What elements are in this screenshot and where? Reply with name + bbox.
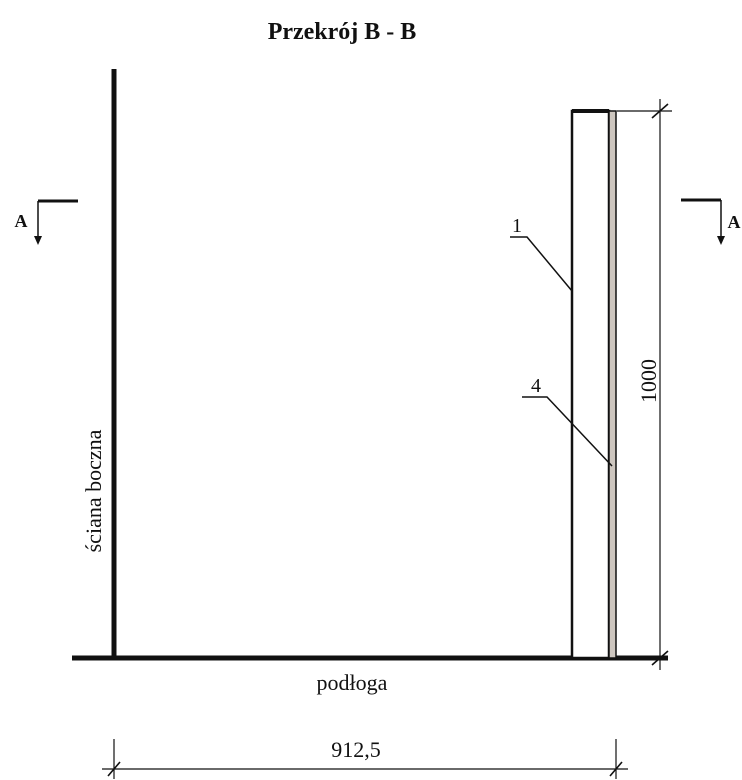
panel-element-1: [570, 109, 611, 660]
width-dimension: [102, 739, 628, 779]
floor-label: podłoga: [317, 670, 388, 695]
section-marker-left: [34, 199, 78, 245]
width-dimension-value: 912,5: [331, 737, 381, 762]
section-marker-right-letter: A: [728, 212, 741, 232]
section-marker-left-letter: A: [15, 211, 28, 231]
layer-element-4: [608, 110, 617, 659]
height-dimension-value: 1000: [636, 359, 661, 403]
callout-4-leader: [522, 396, 613, 467]
drawing-title: Przekrój B - B: [268, 19, 417, 45]
callout-1-leader: [510, 236, 573, 292]
callout-4-label: 4: [531, 375, 541, 397]
side-wall-label: ściana boczna: [81, 429, 106, 552]
section-marker-right: [681, 198, 725, 245]
height-dimension: [617, 99, 672, 670]
callout-1-label: 1: [512, 215, 522, 237]
